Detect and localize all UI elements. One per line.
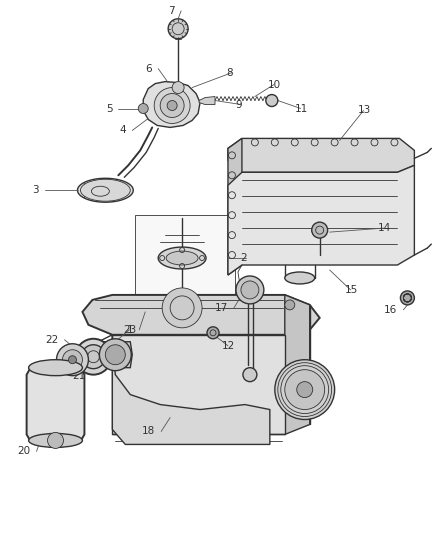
Text: 8: 8	[226, 68, 233, 78]
Text: 9: 9	[235, 100, 242, 109]
Text: 17: 17	[215, 303, 228, 313]
Circle shape	[57, 344, 88, 376]
Polygon shape	[27, 368, 85, 441]
Text: 15: 15	[345, 285, 358, 295]
Circle shape	[207, 327, 219, 339]
Circle shape	[154, 87, 190, 124]
Polygon shape	[143, 82, 200, 127]
Text: 14: 14	[378, 223, 391, 233]
Circle shape	[400, 291, 414, 305]
Circle shape	[48, 432, 64, 448]
Ellipse shape	[166, 251, 198, 265]
Polygon shape	[228, 139, 414, 172]
Circle shape	[266, 94, 278, 107]
Polygon shape	[138, 295, 226, 322]
Text: 18: 18	[142, 426, 155, 437]
Polygon shape	[112, 335, 270, 445]
Text: 5: 5	[106, 103, 112, 114]
Text: 16: 16	[384, 305, 397, 315]
Polygon shape	[228, 165, 414, 275]
Circle shape	[285, 370, 325, 409]
Circle shape	[167, 101, 177, 110]
Text: 2: 2	[240, 253, 247, 263]
Polygon shape	[99, 342, 132, 368]
Ellipse shape	[28, 433, 82, 447]
Polygon shape	[228, 139, 242, 275]
Ellipse shape	[285, 272, 314, 284]
Circle shape	[63, 350, 82, 370]
Circle shape	[106, 345, 125, 365]
Circle shape	[138, 103, 148, 114]
Circle shape	[172, 82, 184, 94]
Text: 1: 1	[127, 325, 133, 335]
Circle shape	[68, 356, 77, 364]
Polygon shape	[78, 178, 133, 202]
Circle shape	[160, 94, 184, 117]
Polygon shape	[112, 335, 285, 434]
Ellipse shape	[81, 179, 130, 201]
Circle shape	[162, 288, 202, 328]
Circle shape	[285, 300, 295, 310]
Polygon shape	[285, 295, 310, 434]
Circle shape	[81, 345, 106, 369]
Circle shape	[236, 276, 264, 304]
Text: 3: 3	[32, 185, 39, 195]
Circle shape	[99, 339, 131, 370]
Text: 10: 10	[268, 79, 281, 90]
Circle shape	[243, 368, 257, 382]
Circle shape	[297, 382, 313, 398]
Ellipse shape	[28, 360, 82, 376]
Circle shape	[241, 281, 259, 299]
Circle shape	[75, 339, 111, 375]
Circle shape	[275, 360, 335, 419]
Polygon shape	[199, 96, 215, 104]
Circle shape	[168, 19, 188, 39]
Text: 6: 6	[145, 63, 152, 74]
Text: 21: 21	[72, 370, 86, 381]
Text: 23: 23	[124, 325, 137, 335]
Text: 11: 11	[295, 103, 308, 114]
Text: 12: 12	[222, 341, 235, 351]
Text: 7: 7	[169, 6, 175, 16]
Ellipse shape	[158, 247, 206, 269]
Bar	[135, 215, 235, 305]
Text: 13: 13	[357, 106, 371, 116]
Text: 20: 20	[18, 447, 31, 456]
Polygon shape	[82, 295, 320, 335]
Text: 4: 4	[120, 125, 126, 135]
Text: 22: 22	[45, 335, 59, 345]
Circle shape	[312, 222, 328, 238]
